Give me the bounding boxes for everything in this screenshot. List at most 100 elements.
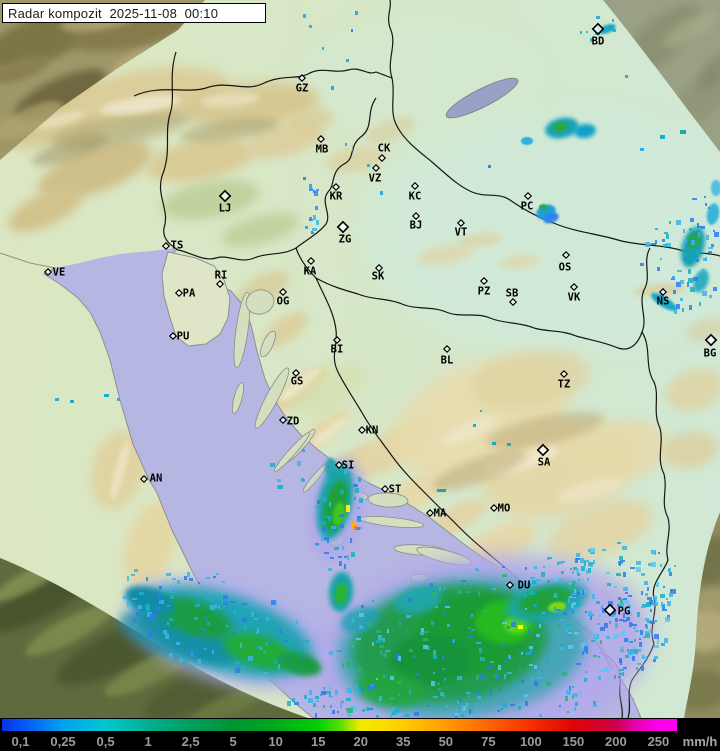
speck [563, 612, 567, 615]
echo-dot [480, 410, 482, 412]
speck [691, 240, 695, 245]
speck [641, 573, 645, 576]
speck [713, 214, 718, 218]
speck [390, 714, 392, 718]
speck [612, 19, 614, 22]
speck [401, 619, 403, 621]
speck [170, 595, 174, 599]
speck [588, 614, 593, 616]
speck [671, 278, 675, 280]
speck [354, 497, 356, 500]
speck [627, 605, 631, 608]
speck [502, 566, 505, 568]
speck [646, 625, 648, 629]
city-diamond-icon [536, 443, 550, 457]
speck [595, 634, 597, 638]
speck [440, 692, 444, 696]
city-label: BI [331, 344, 344, 356]
lake-balaton [445, 77, 519, 119]
speck [258, 646, 261, 649]
speck [598, 676, 601, 680]
speck [614, 586, 617, 588]
speck [628, 651, 633, 655]
speck [347, 711, 351, 713]
speck [620, 660, 622, 665]
speck [487, 666, 491, 669]
speck [597, 623, 600, 625]
speck [690, 218, 694, 222]
speck [166, 573, 171, 576]
country-border [295, 247, 317, 279]
speck [254, 618, 258, 620]
speck [439, 587, 441, 591]
speck [340, 703, 342, 708]
speck [356, 685, 359, 687]
speck [461, 580, 466, 582]
speck [602, 608, 606, 613]
city-label: MB [316, 144, 329, 156]
speck [226, 625, 228, 627]
speck [640, 630, 643, 635]
speck [599, 651, 602, 654]
speck [241, 665, 246, 668]
speck [609, 621, 611, 624]
speck [415, 673, 419, 676]
speck [554, 593, 557, 597]
speck [482, 658, 485, 661]
speck [408, 598, 412, 602]
city-label: BJ [410, 220, 423, 232]
map-title: Radar kompozit 2025-11-08 00:10 [8, 5, 219, 21]
speck [344, 556, 347, 558]
speck [632, 624, 637, 626]
speck [649, 629, 651, 633]
speck [504, 674, 506, 679]
speck [620, 560, 625, 562]
speck [321, 536, 326, 541]
speck [222, 668, 227, 670]
city-marker-SB: SB [506, 288, 518, 307]
legend-tick-1: 1 [144, 734, 152, 749]
speck [216, 573, 219, 575]
speck [657, 267, 660, 271]
speck [575, 702, 578, 706]
speck [655, 228, 658, 230]
speck [302, 449, 305, 452]
speck [359, 498, 363, 503]
speck [644, 581, 648, 585]
speck [334, 547, 339, 550]
speck [627, 649, 629, 652]
speck [687, 282, 689, 287]
speck [641, 606, 646, 608]
city-diamond-icon [336, 220, 350, 234]
legend-ticks: 0,1 0,25 0,5 1 2,5 5 10 15 20 35 50 75 100 150 200 250 m… [0, 718, 720, 751]
echo-blob [278, 651, 322, 677]
speck [187, 572, 190, 577]
speck [421, 628, 424, 632]
speck [534, 604, 537, 607]
speck [502, 622, 507, 624]
echo-speckle-field [123, 572, 309, 675]
echo-dot [70, 400, 74, 403]
terrain-or-echo-blob [634, 283, 686, 297]
speck [147, 612, 152, 617]
speck [317, 500, 320, 504]
city-diamond-icon [306, 256, 316, 266]
speck [476, 642, 481, 644]
speck [317, 543, 319, 546]
speck [578, 578, 580, 581]
speck [588, 611, 592, 615]
speck [183, 660, 188, 662]
city-label: VE [53, 267, 66, 279]
echo-dot [322, 47, 324, 50]
city-marker-TS: TS [161, 240, 183, 252]
speck [301, 656, 305, 658]
terrain-or-echo-blob [38, 140, 152, 200]
terrain-or-echo-blob [160, 180, 260, 220]
speck [554, 578, 559, 581]
speck [123, 596, 127, 599]
speck [376, 640, 381, 643]
speck [327, 478, 329, 483]
speck [138, 605, 142, 609]
speck [435, 606, 438, 608]
speck [222, 581, 225, 583]
